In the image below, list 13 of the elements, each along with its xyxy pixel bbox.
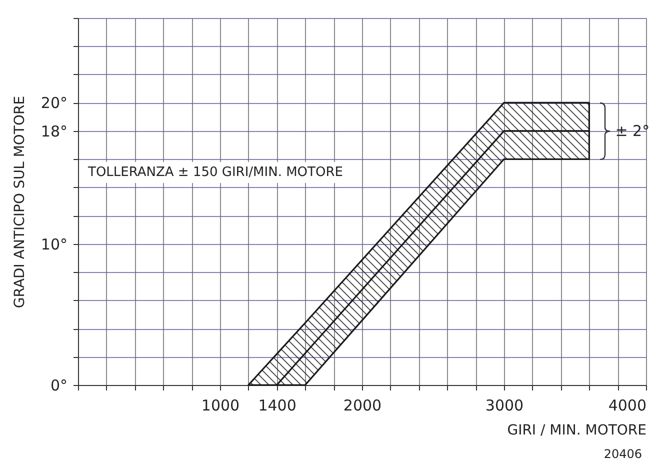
y-tick-label: 0° [50,376,68,394]
text: 20406 [604,447,642,461]
y-tick-label: 18° [40,122,68,140]
x-tick-label: 1000 [201,396,240,414]
y-tick-label: 20° [40,94,68,112]
x-tick-label: 1400 [258,396,296,414]
x-tick-label: 3000 [485,396,524,414]
y-tick-label: 10° [40,235,68,254]
y-axis-title: GRADI ANTICIPO SUL MOTORE [12,96,28,308]
annotation: TOLLERANZA ± 150 GIRI/MIN. MOTORE [84,162,347,183]
x-tick-label: 4000 [608,396,646,414]
x-tick-label: 2000 [343,396,382,414]
x-axis-title: GIRI / MIN. MOTORE [507,422,646,438]
